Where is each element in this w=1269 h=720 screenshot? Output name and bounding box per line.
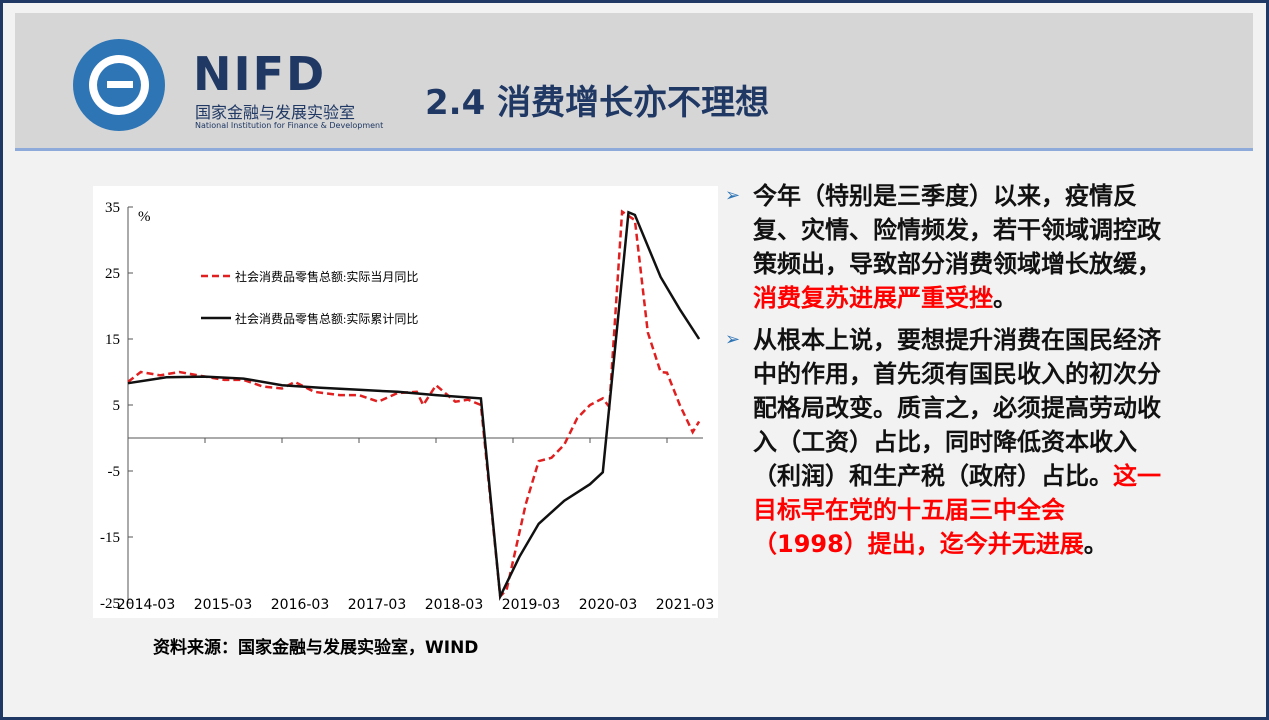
bullet-text: 这一目标早在党的十五届三中全会（1998）提出，迄今并无进展	[753, 462, 1161, 558]
series-line	[127, 210, 701, 601]
header: NIFD 国家金融与发展实验室 National Institution for…	[15, 13, 1253, 151]
bullets: 今年（特别是三季度）以来，疫情反复、灾情、险情频发，若干领域调控政策频出，导致部…	[725, 179, 1165, 569]
x-tick-label: 2017-03	[348, 597, 407, 613]
x-tick-label: 2020-03	[579, 597, 638, 613]
brand-cn: 国家金融与发展实验室	[195, 103, 356, 122]
brand: NIFD	[193, 47, 327, 101]
bullet-text: 消费复苏进展严重受挫	[753, 284, 993, 312]
bullet-text: 今年（特别是三季度）以来，疫情反复、灾情、险情频发，若干领域调控政策频出，导致部…	[753, 182, 1161, 278]
x-tick-label: 2015-03	[194, 597, 253, 613]
y-tick-label: 5	[113, 398, 121, 414]
bullet: 从根本上说，要想提升消费在国民经济中的作用，首先须有国民收入的初次分配格局改变。…	[725, 323, 1165, 561]
x-tick-label: 2019-03	[502, 597, 561, 613]
chart: 35 25 15 5 -5 -15 -25% 2014-03 2015-03 2016-03 201…	[100, 200, 715, 613]
legend-label: 社会消费品零售总额:实际当月同比	[235, 269, 418, 284]
bullet-text: 。	[1083, 530, 1108, 558]
y-tick-label: 25	[105, 266, 120, 282]
chart-box: 35 25 15 5 -5 -15 -25% 2014-03 2015-03 2016-03 201…	[93, 186, 718, 618]
y-tick-label: 35	[105, 200, 120, 216]
y-tick-label: 15	[105, 332, 120, 348]
y-tick-label: -5	[108, 464, 121, 480]
bullet: 今年（特别是三季度）以来，疫情反复、灾情、险情频发，若干领域调控政策频出，导致部…	[725, 179, 1165, 315]
bullet-text: 。	[993, 284, 1017, 312]
slide-title: 2.4 消费增长亦不理想	[425, 83, 770, 123]
brand-en: National Institution for Finance & Devel…	[195, 121, 384, 130]
y-tick-label: -25	[100, 596, 120, 612]
bullet-text: 从根本上说，要想提升消费在国民经济中的作用，首先须有国民收入的初次分配格局改变。…	[753, 326, 1161, 490]
legend-label: 社会消费品零售总额:实际累计同比	[235, 311, 418, 326]
series-line	[127, 209, 701, 600]
x-tick-label: 2016-03	[271, 597, 330, 613]
logo	[73, 39, 165, 131]
x-tick-label: 2018-03	[425, 597, 484, 613]
y-unit: %	[138, 209, 151, 225]
x-tick-label: 2021-03	[656, 597, 715, 613]
x-tick-label: 2014-03	[117, 597, 176, 613]
source: 资料来源：国家金融与发展实验室，WIND	[153, 638, 479, 658]
y-tick-label: -15	[100, 530, 120, 546]
